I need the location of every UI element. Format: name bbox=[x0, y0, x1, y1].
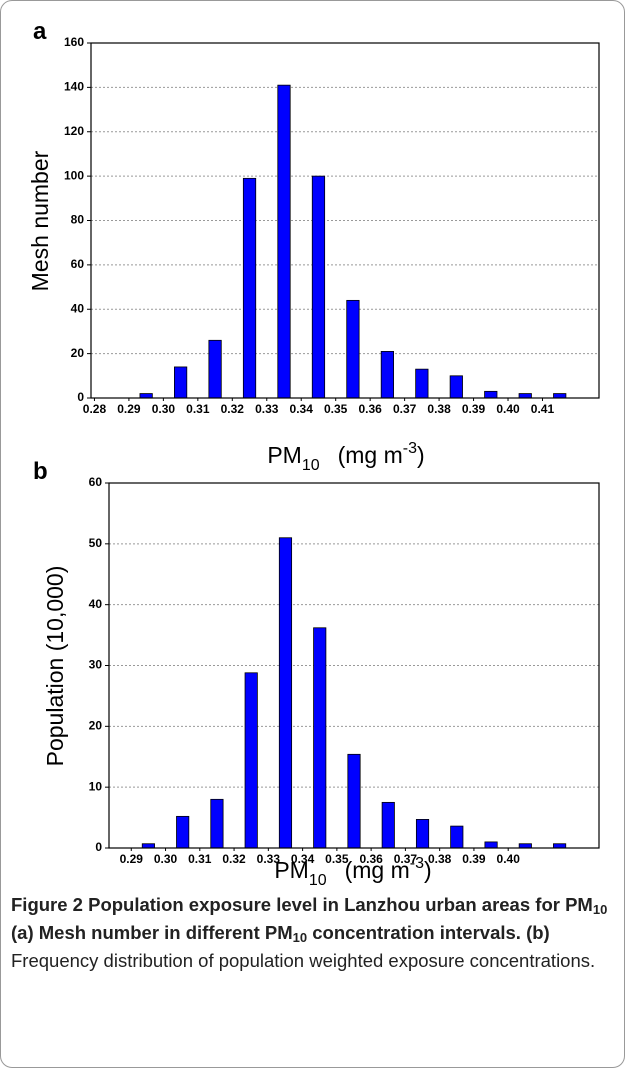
y-tick-label: 80 bbox=[71, 213, 85, 227]
x-tick-label: 0.34 bbox=[290, 402, 314, 416]
x-tick-label: 0.29 bbox=[117, 402, 141, 416]
x-axis-label-part: 10 bbox=[309, 872, 327, 886]
plot-frame bbox=[108, 482, 600, 849]
bar bbox=[518, 393, 532, 399]
caption-run: Figure 2 Population exposure level in La… bbox=[11, 894, 593, 915]
x-tick-label: 0.41 bbox=[531, 402, 555, 416]
panel-label: b bbox=[33, 458, 48, 485]
y-tick-label: 160 bbox=[64, 35, 84, 49]
bar bbox=[484, 390, 498, 399]
x-axis-label-part: PM bbox=[274, 857, 309, 883]
panel-label: a bbox=[33, 18, 47, 45]
bar bbox=[518, 843, 532, 849]
bar bbox=[174, 366, 188, 399]
caption-run: Frequency distribution of population wei… bbox=[11, 950, 596, 971]
bar bbox=[346, 299, 360, 399]
bar bbox=[313, 627, 327, 849]
x-tick-label: 0.28 bbox=[83, 402, 107, 416]
y-tick-label: 40 bbox=[89, 597, 103, 611]
caption-run: 10 bbox=[592, 902, 608, 917]
y-tick-label: 60 bbox=[71, 257, 85, 271]
x-axis-label-part: (mg m bbox=[338, 442, 403, 468]
x-tick-label: 0.31 bbox=[186, 402, 210, 416]
x-tick-label: 0.32 bbox=[221, 402, 245, 416]
bar bbox=[141, 843, 155, 849]
x-axis-label: PM10 (mg m-3) bbox=[267, 440, 424, 474]
x-axis-label: PM10 (mg m-3) bbox=[274, 855, 431, 886]
bar bbox=[210, 798, 224, 849]
x-tick-label: 0.34 bbox=[291, 852, 315, 866]
bar bbox=[277, 84, 291, 399]
x-axis-label-part: PM bbox=[267, 442, 302, 468]
y-tick-label: 0 bbox=[77, 390, 84, 404]
x-axis-label-part: -3 bbox=[410, 855, 424, 872]
caption-run: concentration intervals. (b) bbox=[307, 922, 550, 943]
bar bbox=[415, 819, 430, 849]
caption-run: (a) Mesh number in different PM bbox=[11, 922, 293, 943]
x-tick-label: 0.38 bbox=[427, 402, 451, 416]
y-axis-label: Mesh number bbox=[27, 150, 53, 291]
x-tick-label: 0.37 bbox=[393, 402, 417, 416]
bar bbox=[553, 843, 567, 849]
x-tick-label: 0.30 bbox=[154, 852, 178, 866]
y-tick-label: 50 bbox=[89, 536, 103, 550]
x-tick-label: 0.40 bbox=[496, 402, 520, 416]
x-tick-label: 0.38 bbox=[428, 852, 452, 866]
x-axis-label-part: 10 bbox=[302, 457, 320, 474]
y-tick-label: 0 bbox=[95, 840, 102, 854]
x-tick-label: 0.32 bbox=[222, 852, 246, 866]
x-tick-label: 0.40 bbox=[497, 852, 521, 866]
bar bbox=[311, 175, 326, 399]
x-tick-label: 0.33 bbox=[257, 852, 281, 866]
bar bbox=[176, 815, 190, 849]
x-axis-label-part: (mg m bbox=[345, 857, 410, 883]
y-tick-label: 140 bbox=[64, 80, 84, 94]
y-tick-label: 120 bbox=[64, 124, 84, 138]
bar bbox=[553, 393, 567, 399]
y-tick-label: 100 bbox=[64, 168, 84, 182]
x-tick-label: 0.36 bbox=[359, 852, 383, 866]
x-tick-label: 0.30 bbox=[152, 402, 176, 416]
bar bbox=[449, 375, 463, 399]
y-tick-label: 60 bbox=[89, 475, 103, 489]
y-tick-label: 20 bbox=[71, 346, 85, 360]
bar bbox=[347, 753, 361, 849]
bar bbox=[415, 368, 429, 399]
bar bbox=[139, 393, 153, 399]
bar bbox=[208, 339, 222, 399]
bar bbox=[484, 841, 498, 849]
x-axis-label-part: -3 bbox=[403, 440, 417, 457]
x-tick-label: 0.33 bbox=[255, 402, 279, 416]
bar bbox=[380, 351, 394, 399]
y-tick-label: 30 bbox=[89, 658, 103, 672]
caption: Figure 2 Population exposure level in La… bbox=[11, 891, 611, 975]
caption-run: 10 bbox=[292, 930, 308, 945]
x-tick-label: 0.39 bbox=[462, 852, 486, 866]
x-axis-label-part: ) bbox=[417, 442, 425, 468]
bar bbox=[244, 672, 258, 849]
x-tick-label: 0.29 bbox=[120, 852, 144, 866]
plot-frame bbox=[90, 42, 600, 399]
x-tick-label: 0.37 bbox=[394, 852, 418, 866]
y-axis-label: Population (10,000) bbox=[42, 566, 68, 767]
y-tick-label: 20 bbox=[89, 719, 103, 733]
x-tick-label: 0.36 bbox=[358, 402, 382, 416]
bar bbox=[278, 537, 293, 849]
y-tick-label: 40 bbox=[71, 301, 85, 315]
y-tick-label: 10 bbox=[89, 779, 103, 793]
x-axis-label-part: ) bbox=[424, 857, 432, 883]
x-tick-label: 0.35 bbox=[324, 402, 348, 416]
bar bbox=[450, 825, 464, 849]
x-tick-label: 0.35 bbox=[325, 852, 349, 866]
x-tick-label: 0.39 bbox=[462, 402, 486, 416]
bar bbox=[381, 801, 395, 849]
x-tick-label: 0.31 bbox=[188, 852, 212, 866]
bar bbox=[242, 177, 257, 399]
